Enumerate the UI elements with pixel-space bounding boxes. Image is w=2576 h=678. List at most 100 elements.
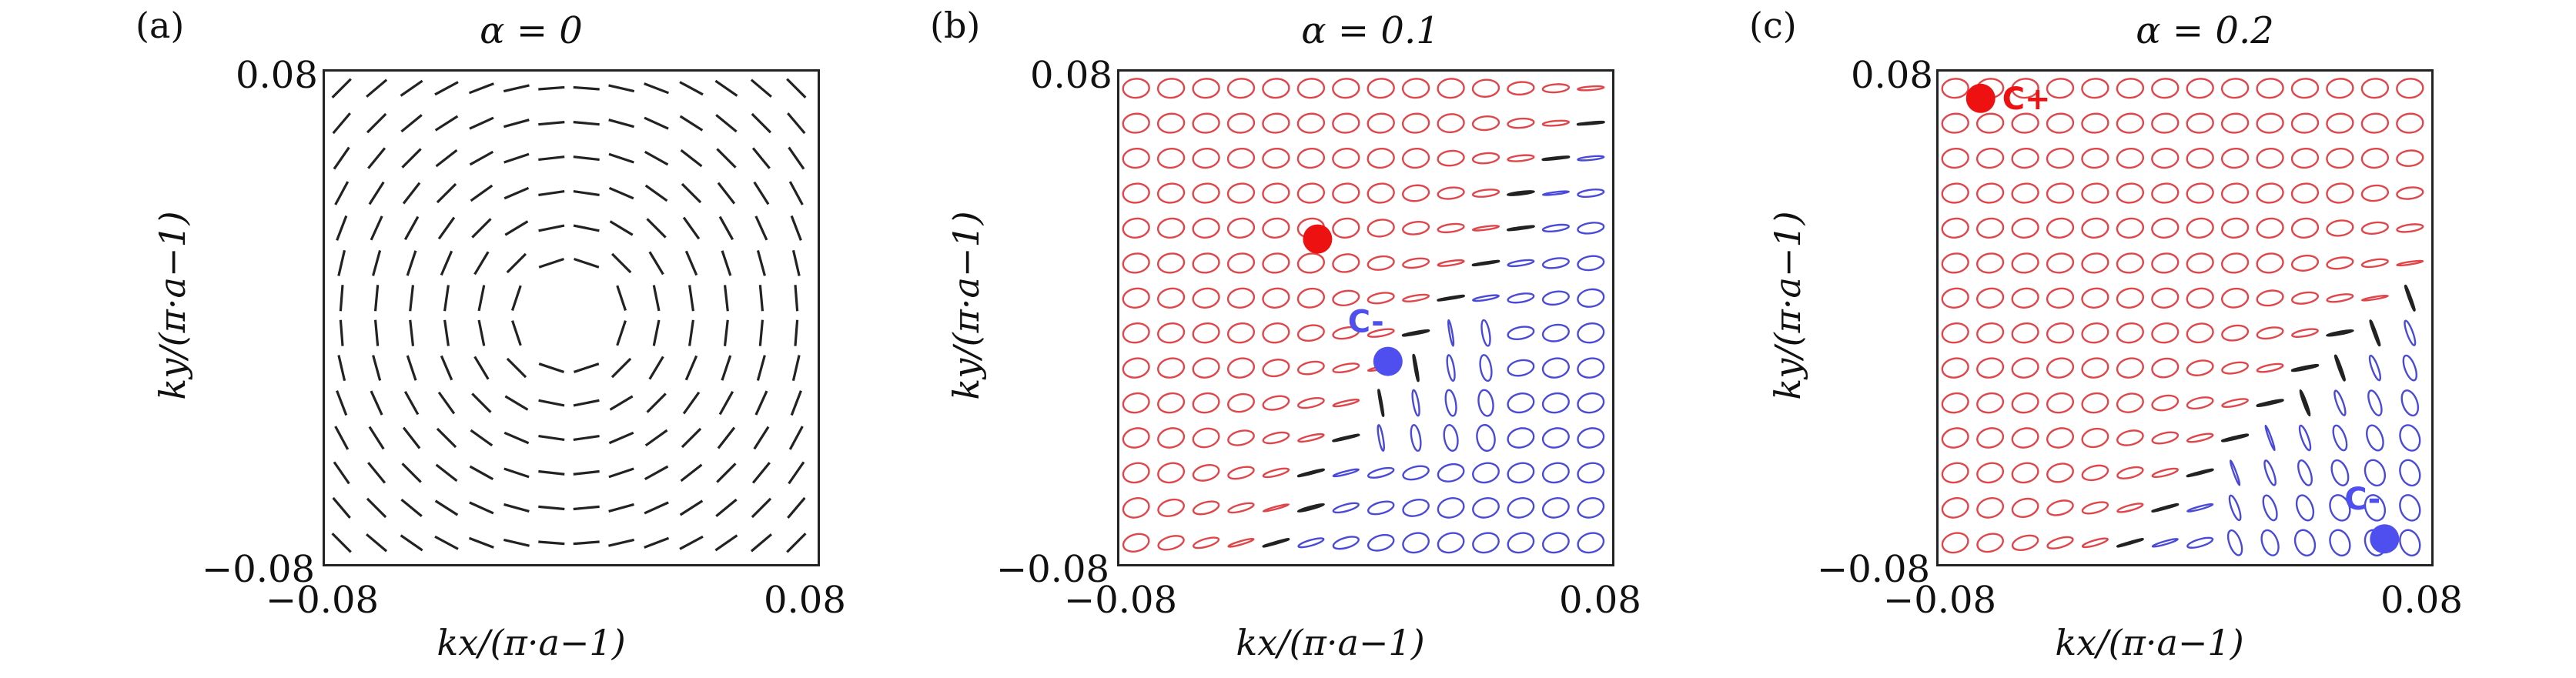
polarization-ellipse [1577, 427, 1605, 449]
polarization-ellipse [1332, 182, 1360, 204]
panel-c-ytick-top: 0.08 [1851, 54, 1933, 97]
polarization-line [538, 505, 565, 511]
polarization-ellipse [1262, 287, 1290, 309]
polarization-ellipse [2360, 258, 2389, 269]
polarization-ellipse [1226, 112, 1256, 134]
polarization-ellipse [2399, 459, 2421, 487]
polarization-line [538, 257, 564, 269]
polarization-ellipse [1471, 189, 1500, 198]
polarization-ellipse [1941, 287, 1969, 309]
polarization-ellipse [1976, 427, 2005, 449]
polarization-ellipse [1402, 221, 1430, 235]
polarization-ellipse [1226, 252, 1256, 274]
polarization-ellipse [1541, 462, 1570, 484]
polarization-ellipse [2116, 392, 2144, 413]
polarization-line [573, 399, 600, 407]
polarization-ellipse [2116, 252, 2145, 274]
polarization-ellipse [2256, 399, 2284, 408]
polarization-ellipse [2367, 389, 2383, 416]
polarization-line [468, 82, 494, 95]
polarization-ellipse [2330, 459, 2350, 486]
polarization-ellipse [2151, 217, 2180, 239]
panel-b-title: α = 0.1 [1301, 9, 1440, 52]
polarization-ellipse [2256, 148, 2284, 169]
polarization-ellipse [2116, 429, 2144, 446]
polarization-line [684, 250, 698, 276]
polarization-ellipse [1941, 322, 1969, 344]
polarization-ellipse [1447, 319, 1455, 347]
polarization-ellipse [2151, 431, 2180, 445]
polarization-ellipse [1122, 357, 1150, 379]
polarization-ellipse [1157, 498, 1185, 517]
polarization-ellipse [1192, 427, 1220, 449]
polarization-ellipse [2151, 357, 2180, 379]
polarization-ellipse [2396, 112, 2424, 134]
panel-a-plot-frame [323, 69, 820, 566]
polarization-line [368, 181, 385, 205]
polarization-line [538, 121, 565, 126]
polarization-ellipse [2081, 427, 2109, 449]
polarization-line [751, 497, 772, 519]
polarization-ellipse [2081, 252, 2109, 274]
polarization-ellipse [1227, 392, 1255, 413]
polarization-line [644, 536, 670, 549]
polarization-ellipse [2081, 322, 2109, 344]
polarization-ellipse [1377, 389, 1385, 417]
polarization-line [644, 465, 669, 481]
polarization-line [400, 534, 423, 552]
polarization-line [434, 81, 459, 96]
polarization-ellipse [2332, 424, 2348, 452]
polarization-ellipse [1577, 497, 1605, 519]
polarization-ellipse [2151, 394, 2180, 412]
polarization-ellipse [2293, 529, 2317, 557]
polarization-ellipse [1402, 532, 1430, 554]
polarization-line [402, 426, 421, 449]
polarization-ellipse [1296, 252, 1326, 274]
polarization-line [682, 391, 701, 415]
polarization-ellipse [2396, 186, 2424, 200]
polarization-ellipse [1262, 252, 1290, 274]
polarization-ellipse [1437, 149, 1465, 167]
polarization-line [401, 148, 422, 169]
polarization-ellipse [1226, 322, 1256, 344]
polarization-ellipse [1296, 148, 1326, 169]
polarization-ellipse [1226, 182, 1256, 204]
polarization-ellipse [2151, 78, 2180, 99]
polarization-line [788, 146, 805, 170]
polarization-ellipse [1262, 322, 1290, 344]
polarization-ellipse [2081, 357, 2109, 379]
polarization-ellipse [1122, 217, 1150, 239]
polarization-ellipse [2116, 148, 2145, 169]
polarization-line [504, 395, 529, 411]
polarization-ellipse [1192, 287, 1220, 309]
polarization-ellipse [1437, 113, 1465, 134]
polarization-line [471, 218, 492, 239]
polarization-ellipse [1975, 217, 2005, 239]
polarization-line [337, 249, 346, 276]
polarization-line [750, 78, 772, 98]
polarization-ellipse [1541, 83, 1571, 94]
polarization-line [716, 463, 737, 483]
polarization-line [403, 390, 420, 416]
polarization-ellipse [2186, 359, 2214, 376]
polarization-line [753, 181, 770, 205]
polarization-ellipse [1401, 78, 1430, 99]
polarization-ellipse [1192, 464, 1220, 482]
polarization-line [652, 319, 661, 346]
polarization-line [372, 355, 382, 381]
polarization-ellipse [1577, 357, 1605, 379]
polarization-ellipse [1262, 112, 1290, 134]
polarization-ellipse [2220, 252, 2250, 274]
polarization-line [679, 81, 704, 96]
polarization-ellipse [1227, 502, 1255, 514]
polarization-line [368, 426, 385, 450]
polarization-line [477, 319, 486, 346]
polarization-line [718, 215, 734, 241]
polarization-ellipse [1156, 182, 1186, 204]
panel-a-title: α = 0 [480, 9, 583, 52]
polarization-ellipse [1122, 392, 1150, 414]
polarization-ellipse [2256, 112, 2284, 134]
polarization-ellipse [2256, 289, 2284, 307]
polarization-ellipse [1437, 222, 1465, 234]
